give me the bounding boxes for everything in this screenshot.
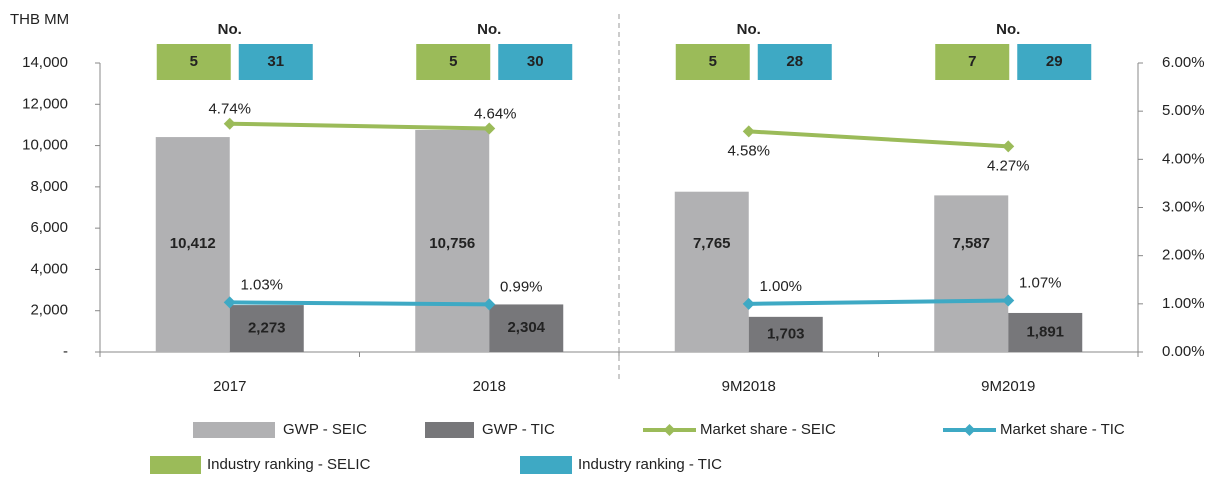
bar xyxy=(155,137,230,352)
bar xyxy=(1008,312,1083,352)
y-tick-label: 6,000 xyxy=(30,219,68,236)
y2-tick-label: 4.00% xyxy=(1162,150,1205,167)
ranking-header: No. xyxy=(477,21,501,38)
x-tick-label: 9M2019 xyxy=(981,378,1035,395)
bar xyxy=(415,129,490,352)
y-tick-label: 8,000 xyxy=(30,178,68,195)
y-tick-label: 2,000 xyxy=(30,302,68,319)
ranking-box xyxy=(1017,44,1092,80)
line-value-label: 1.03% xyxy=(240,276,283,293)
legend-swatch xyxy=(193,422,275,438)
y2-tick-label: 1.00% xyxy=(1162,295,1205,312)
ranking-header: No. xyxy=(737,21,761,38)
legend-marker xyxy=(963,424,976,436)
ranking-box xyxy=(935,44,1010,80)
legend-swatch xyxy=(520,456,572,474)
x-tick-label: 2017 xyxy=(213,378,246,395)
line xyxy=(748,129,1009,149)
bar xyxy=(748,316,823,352)
ranking-box xyxy=(757,44,832,80)
line-value-label: 1.07% xyxy=(1019,274,1062,291)
line xyxy=(748,298,1009,306)
legend-marker xyxy=(663,424,676,436)
legend-label: Market share - SEIC xyxy=(700,421,836,438)
ranking-value: 31 xyxy=(267,53,284,70)
legend-swatch xyxy=(425,422,474,438)
ranking-value: 28 xyxy=(786,53,803,70)
bar xyxy=(934,195,1009,352)
y2-tick-label: 2.00% xyxy=(1162,247,1205,264)
y-tick-label: 10,000 xyxy=(22,137,68,154)
line-marker xyxy=(742,297,755,310)
ranking-value: 5 xyxy=(190,53,198,70)
line-marker xyxy=(1002,140,1015,153)
y-tick-label: 4,000 xyxy=(30,260,68,277)
y2-tick-label: 0.00% xyxy=(1162,343,1205,360)
y-axis-label: THB MM xyxy=(10,11,69,28)
ranking-value: 30 xyxy=(527,53,544,70)
y-tick-label: - xyxy=(63,343,68,360)
legend-swatch xyxy=(150,456,201,474)
line-value-label: 0.99% xyxy=(500,278,543,295)
bar xyxy=(674,191,749,352)
bar-value-label: 1,891 xyxy=(1026,323,1064,340)
ranking-header: No. xyxy=(218,21,242,38)
bar-value-label: 2,273 xyxy=(248,320,286,337)
x-tick-label: 9M2018 xyxy=(722,378,776,395)
line-value-label: 4.58% xyxy=(727,142,770,159)
x-tick-label: 2018 xyxy=(473,378,506,395)
bar xyxy=(229,305,304,352)
line-marker xyxy=(483,298,496,311)
bar xyxy=(489,304,564,352)
line-marker xyxy=(223,296,236,309)
bar-value-label: 10,756 xyxy=(429,235,475,252)
line xyxy=(229,121,490,131)
legend-label: Industry ranking - SELIC xyxy=(207,456,371,473)
y2-tick-label: 6.00% xyxy=(1162,54,1205,71)
line-value-label: 4.27% xyxy=(987,157,1030,174)
ranking-box xyxy=(416,44,491,80)
line-marker xyxy=(1002,294,1015,307)
line-marker xyxy=(483,122,496,135)
y-tick-label: 12,000 xyxy=(22,95,68,112)
bar-value-label: 7,765 xyxy=(693,235,731,252)
ranking-header: No. xyxy=(996,21,1020,38)
y-tick-label: 14,000 xyxy=(22,54,68,71)
legend-label: Industry ranking - TIC xyxy=(578,456,722,473)
line-marker xyxy=(742,125,755,138)
bar-value-label: 7,587 xyxy=(952,235,990,252)
bar-value-label: 10,412 xyxy=(170,235,216,252)
line-value-label: 4.74% xyxy=(208,101,251,118)
bar-value-label: 2,304 xyxy=(507,319,545,336)
ranking-box xyxy=(238,44,313,80)
ranking-value: 7 xyxy=(968,53,976,70)
ranking-value: 5 xyxy=(449,53,457,70)
line-value-label: 4.64% xyxy=(474,105,517,122)
legend-label: Market share - TIC xyxy=(1000,421,1125,438)
line-value-label: 1.00% xyxy=(759,278,802,295)
ranking-box xyxy=(156,44,231,80)
ranking-box xyxy=(675,44,750,80)
legend-label: GWP - TIC xyxy=(482,421,555,438)
ranking-value: 29 xyxy=(1046,53,1063,70)
y2-tick-label: 3.00% xyxy=(1162,198,1205,215)
line-marker xyxy=(223,117,236,130)
bar-value-label: 1,703 xyxy=(767,325,805,342)
ranking-box xyxy=(498,44,573,80)
line xyxy=(229,300,490,307)
ranking-value: 5 xyxy=(709,53,717,70)
y2-tick-label: 5.00% xyxy=(1162,102,1205,119)
legend-label: GWP - SEIC xyxy=(283,421,367,438)
